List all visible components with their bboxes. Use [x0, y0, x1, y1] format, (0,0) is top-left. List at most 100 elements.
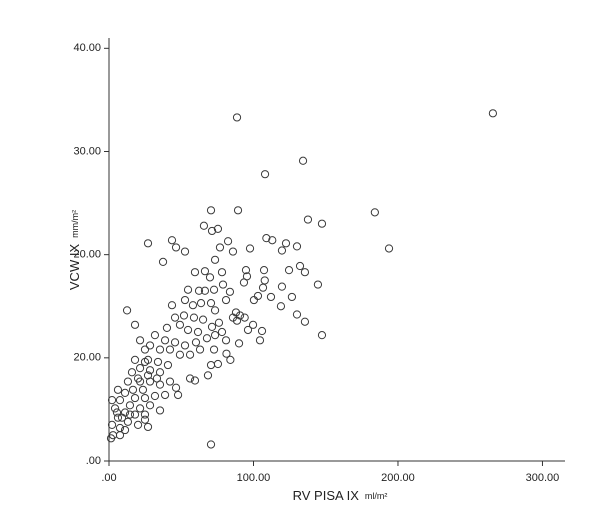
point	[130, 393, 140, 403]
point	[277, 246, 287, 255]
point	[195, 345, 205, 354]
point	[257, 326, 267, 336]
point	[207, 226, 217, 236]
point	[130, 410, 140, 419]
point	[173, 390, 183, 400]
point	[175, 350, 185, 359]
point	[298, 156, 308, 165]
point	[284, 266, 294, 275]
point	[158, 257, 168, 266]
point	[207, 322, 217, 331]
point	[170, 313, 180, 322]
point	[135, 336, 145, 345]
point	[249, 295, 259, 305]
point	[117, 413, 127, 422]
point	[120, 425, 130, 435]
point	[112, 408, 122, 417]
point	[268, 236, 277, 245]
point	[287, 292, 297, 302]
y-tick-label: 20.00	[73, 249, 101, 261]
point	[300, 268, 310, 277]
point	[225, 287, 235, 296]
point	[171, 383, 181, 392]
point	[222, 349, 231, 358]
point	[120, 388, 130, 398]
point	[295, 261, 305, 271]
point	[107, 420, 117, 429]
point	[160, 336, 170, 345]
point	[198, 315, 208, 324]
point	[281, 239, 291, 248]
point	[140, 357, 150, 367]
point	[243, 325, 253, 335]
point	[214, 318, 224, 327]
point	[200, 286, 210, 295]
point	[165, 345, 175, 354]
point	[162, 323, 172, 333]
point	[188, 301, 198, 310]
x-axis-title: RV PISA IX ml/m²	[293, 488, 388, 503]
point	[194, 286, 204, 295]
point	[239, 278, 249, 287]
point	[255, 336, 265, 345]
point	[165, 377, 175, 386]
point	[206, 440, 216, 449]
point	[202, 334, 212, 343]
point	[217, 327, 227, 337]
point	[128, 385, 138, 394]
point	[113, 385, 123, 394]
point	[167, 236, 177, 245]
point	[167, 301, 177, 310]
point	[260, 170, 270, 179]
point	[155, 406, 165, 415]
point	[277, 282, 287, 291]
point	[488, 109, 498, 118]
y-unit: mm/m²	[70, 210, 80, 238]
point	[213, 359, 223, 369]
point	[221, 336, 231, 345]
point	[140, 410, 150, 419]
point	[122, 306, 132, 315]
point	[180, 341, 190, 350]
point	[152, 374, 162, 383]
point	[232, 316, 242, 325]
point	[143, 422, 153, 432]
y-tick-label: 20.00	[73, 352, 101, 364]
point	[209, 345, 219, 354]
point	[138, 385, 148, 394]
point	[110, 404, 120, 413]
point	[276, 302, 286, 311]
point	[135, 404, 145, 413]
point	[199, 221, 209, 230]
point	[123, 417, 133, 426]
x-tick-label: 100.00	[237, 472, 271, 484]
point	[107, 396, 117, 405]
point	[190, 268, 200, 277]
point	[140, 415, 150, 424]
point	[190, 376, 200, 385]
point	[185, 350, 195, 359]
point	[206, 206, 216, 215]
point	[234, 339, 244, 348]
point	[384, 244, 394, 253]
point	[143, 239, 153, 248]
point	[155, 345, 165, 354]
point	[150, 331, 160, 340]
point	[180, 247, 190, 256]
x-tick-label: 300.00	[526, 472, 560, 484]
point	[223, 237, 233, 246]
point	[160, 390, 170, 400]
point	[233, 206, 243, 215]
point	[300, 317, 310, 326]
point	[248, 320, 258, 329]
point	[193, 327, 203, 337]
x-tick-label: .00	[101, 472, 116, 484]
point	[245, 244, 255, 253]
x-tick-label: 200.00	[381, 472, 415, 484]
point	[115, 396, 125, 405]
point	[200, 267, 210, 276]
point	[106, 434, 116, 443]
point	[130, 320, 140, 329]
